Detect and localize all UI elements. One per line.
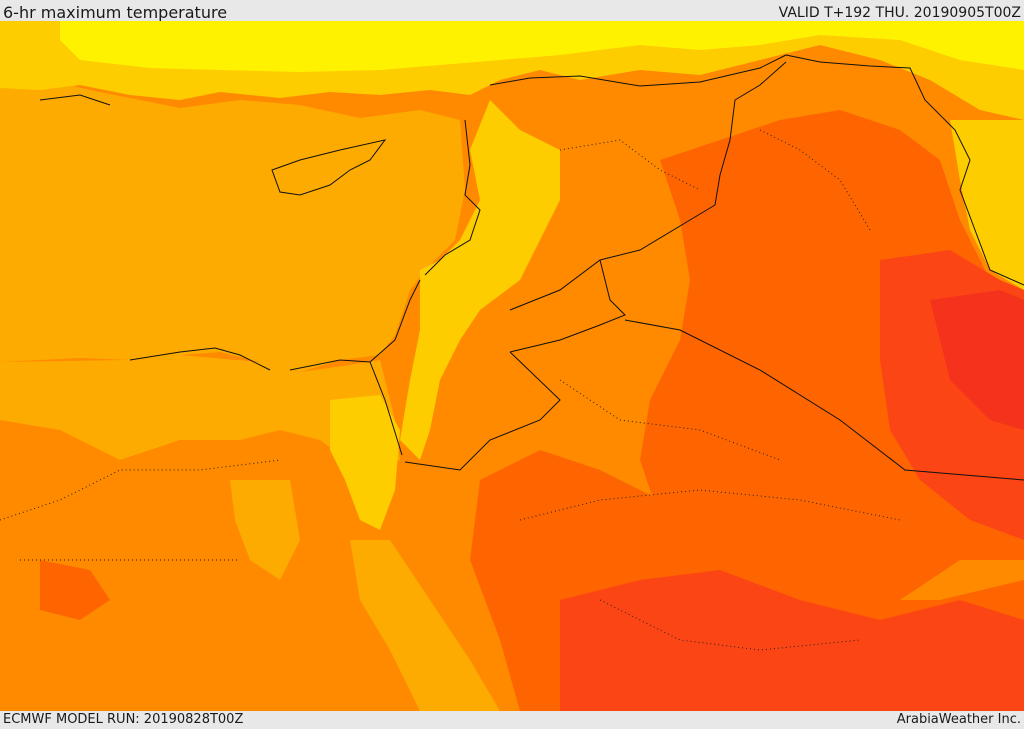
map-title: 6-hr maximum temperature <box>3 3 228 22</box>
levant-yellow <box>400 100 560 460</box>
mediterranean-sea <box>0 78 465 372</box>
temperature-map <box>0 21 1024 711</box>
border-lines <box>39 54 1024 481</box>
sinai-yellow <box>330 395 400 530</box>
gulf-red <box>930 290 1024 430</box>
egypt-orange <box>0 420 400 711</box>
egypt-yellowish <box>230 480 300 580</box>
model-run-label: ECMWF MODEL RUN: 20190828T00Z <box>3 712 244 727</box>
zagros-yellow <box>950 120 1024 290</box>
saudi-red <box>560 570 1024 711</box>
egypt-dark-patch <box>40 560 110 620</box>
red-sea <box>350 540 500 711</box>
turkey-light <box>60 21 1024 72</box>
credit-label: ArabiaWeather Inc. <box>896 712 1021 727</box>
header-bar <box>0 0 1024 21</box>
footer-bar <box>0 711 1024 729</box>
valid-time: VALID T+192 THU. 20190905T00Z <box>778 5 1021 21</box>
egypt-coast-band <box>0 355 400 470</box>
iraq-dark-orange <box>640 110 1024 620</box>
province-lines <box>0 129 901 651</box>
